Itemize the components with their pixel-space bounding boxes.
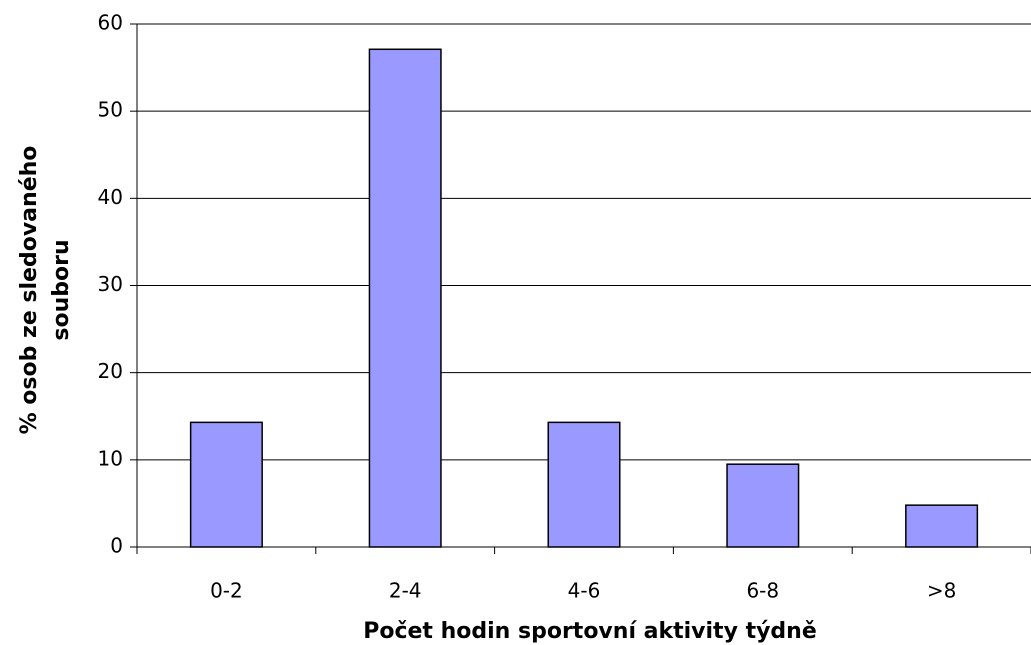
y-tick-label: 40 — [98, 185, 123, 209]
y-axis-title-line: % osob ze sledovaného — [17, 146, 42, 435]
y-axis-title-line: souboru — [49, 239, 74, 340]
y-axis-title: % osob ze sledovaného souboru — [17, 146, 74, 435]
bar — [726, 463, 800, 548]
y-tick-label: 60 — [98, 11, 123, 35]
y-tick-label: 30 — [98, 272, 123, 296]
x-tick-label: >8 — [927, 579, 956, 603]
y-tick-label: 50 — [98, 98, 123, 122]
y-tick-label: 10 — [98, 446, 123, 470]
bar — [189, 421, 263, 548]
bar — [547, 421, 621, 548]
y-tick-label: 20 — [98, 359, 123, 383]
x-axis-title: Počet hodin sportovní aktivity týdně — [363, 619, 817, 644]
x-tick-label: 6-8 — [746, 579, 779, 603]
x-tick-label: 2-4 — [389, 579, 422, 603]
y-tick-label: 0 — [110, 534, 123, 558]
bar — [368, 48, 442, 548]
bar — [905, 504, 979, 548]
x-tick-label: 0-2 — [210, 579, 243, 603]
x-tick-label: 4-6 — [568, 579, 601, 603]
